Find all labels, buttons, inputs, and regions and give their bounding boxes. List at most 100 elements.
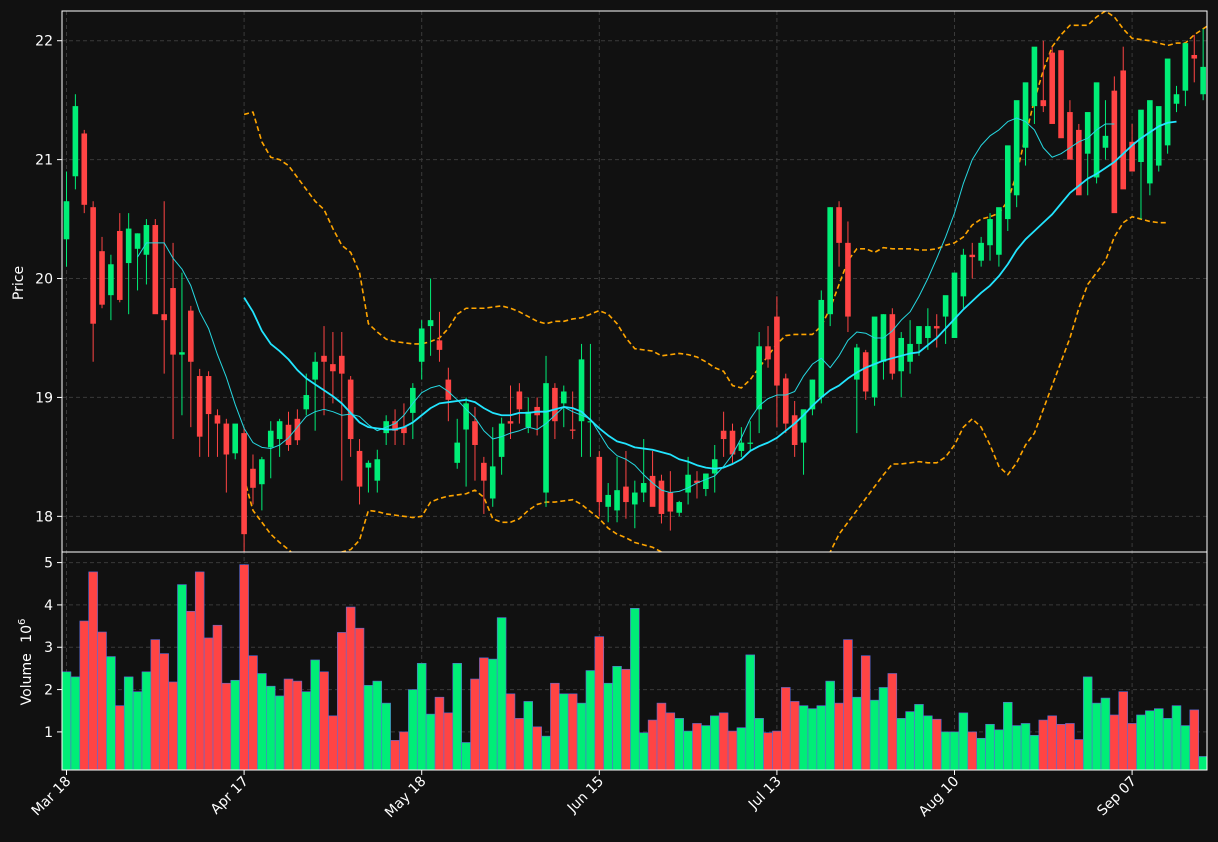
candle <box>676 500 683 517</box>
candle <box>356 439 363 505</box>
candle <box>365 460 372 493</box>
candle <box>321 326 327 416</box>
volume-bar <box>647 719 658 770</box>
volume-bar <box>763 732 773 770</box>
volume-bar <box>62 671 72 770</box>
volume-bar <box>1154 708 1164 770</box>
candle-body <box>427 320 434 327</box>
volume-bar <box>967 731 978 770</box>
volume-bar <box>976 737 986 770</box>
candle-body <box>498 423 505 457</box>
candle-body <box>605 494 611 507</box>
candle-body <box>614 490 620 511</box>
band-lines <box>243 11 1207 552</box>
candle-body <box>223 423 230 455</box>
volume-bar <box>1056 723 1066 770</box>
candle <box>1138 109 1144 220</box>
volume-bar <box>709 715 720 770</box>
candle <box>338 332 345 481</box>
volume-bar <box>97 631 107 770</box>
candle <box>720 411 727 457</box>
candle <box>889 308 896 380</box>
candle <box>445 367 452 422</box>
volume-bar <box>905 711 915 770</box>
volume-bar <box>177 584 187 770</box>
volume-bar <box>399 731 409 770</box>
volume-bar <box>612 665 622 770</box>
candle <box>791 400 798 457</box>
volume-bar <box>443 712 454 770</box>
candle-body <box>401 427 407 434</box>
volume-bar <box>931 718 942 770</box>
volume-bar <box>487 658 498 770</box>
candle-body <box>1102 135 1109 148</box>
volume-bar <box>736 727 747 770</box>
candle-body <box>791 415 798 445</box>
candle-body <box>862 352 869 392</box>
volume-bar <box>505 693 516 770</box>
volume-bar <box>1029 734 1040 770</box>
volume-bar <box>541 735 551 770</box>
candle-body <box>507 421 514 424</box>
candle <box>347 376 354 457</box>
candle <box>649 450 656 507</box>
volume-bar <box>79 620 89 770</box>
volume-bar <box>1074 739 1084 770</box>
volume-bar <box>310 659 320 770</box>
candle-body <box>596 456 603 503</box>
candle-body <box>241 433 247 535</box>
volume-tick-label: 5 <box>44 556 53 572</box>
volume-bar <box>576 702 587 770</box>
volume-bar <box>603 682 613 770</box>
volume-bar <box>159 653 169 770</box>
volume-bar <box>408 689 418 770</box>
volume-bar <box>363 685 374 770</box>
candle <box>1191 34 1198 83</box>
candle <box>543 355 549 507</box>
volume-bar <box>834 702 844 770</box>
volume-bar <box>416 663 427 770</box>
volume-bar <box>203 637 214 770</box>
candle-body <box>1049 52 1055 124</box>
candle-body <box>667 492 674 512</box>
candle-body <box>854 347 860 380</box>
candle-body <box>410 387 416 413</box>
candle <box>72 94 79 190</box>
candle <box>987 213 993 261</box>
band-lower-line <box>243 215 1168 552</box>
volume-bar <box>550 682 560 770</box>
candle-body <box>1067 112 1073 160</box>
candle <box>658 474 665 524</box>
candle-body <box>276 421 283 440</box>
candle <box>765 326 771 368</box>
candle-body <box>658 480 665 514</box>
candle <box>116 213 123 303</box>
candle <box>418 320 425 380</box>
volume-bar <box>665 712 676 770</box>
candle-body <box>969 254 976 258</box>
volume-bar <box>994 729 1004 770</box>
volume-bar <box>292 680 303 770</box>
volume-bar <box>115 705 125 770</box>
candle-body <box>454 442 461 463</box>
candle <box>1013 100 1020 208</box>
candle-body <box>489 466 496 499</box>
volume-bar <box>692 723 702 770</box>
volume-bar <box>470 678 480 770</box>
candle <box>667 471 674 531</box>
candle-body <box>729 430 736 455</box>
candle-body <box>1129 141 1135 172</box>
candle-body <box>703 473 709 489</box>
volume-bar <box>949 731 960 770</box>
candle-body <box>960 254 967 297</box>
candle <box>1004 145 1011 231</box>
volume-bar <box>559 693 569 770</box>
candle-body <box>1111 90 1118 214</box>
volume-axis-exponent: 10 <box>19 625 35 643</box>
candle <box>1093 82 1100 184</box>
candle <box>134 233 141 291</box>
candle <box>827 207 833 327</box>
candle-body <box>711 459 718 474</box>
candle-body <box>809 379 816 410</box>
volume-bar <box>70 676 81 770</box>
